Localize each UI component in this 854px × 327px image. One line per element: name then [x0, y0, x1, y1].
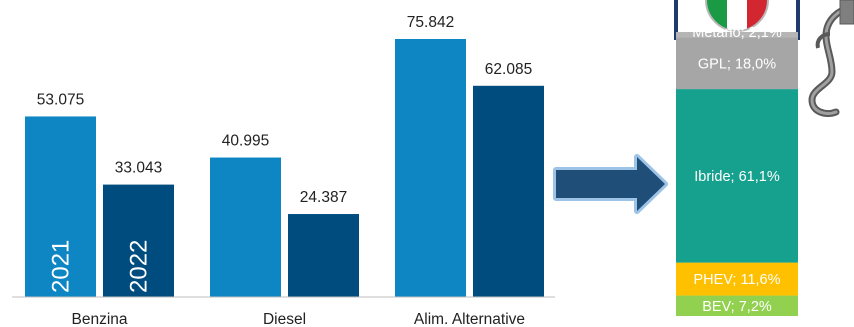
bar-2021-2 — [395, 39, 466, 297]
series-label-2022: 2022 — [126, 240, 153, 293]
segment-label-2: Ibride; 61,1% — [694, 169, 780, 185]
bar-2021-0 — [25, 116, 96, 298]
bar-chart: 53.075 33.043 Benzina 40.995 24.387 Diesel 75.… — [25, 14, 544, 327]
data-label-2021-1: 40.995 — [222, 133, 269, 150]
segment-2 — [676, 89, 798, 263]
category-label: Diesel — [263, 311, 306, 327]
segment-3 — [676, 37, 798, 90]
stacked-bar: BEV; 7,2% PHEV; 11,6% Ibride; 61,1% GPL; 18… — [676, 25, 798, 316]
arrow-right-icon — [553, 154, 668, 214]
data-label-2022-2: 62.085 — [485, 61, 532, 78]
segment-0 — [676, 295, 798, 316]
category-label: Alim. Alternative — [414, 311, 525, 327]
segment-label-3: GPL; 18,0% — [698, 57, 776, 73]
segment-1 — [676, 262, 798, 296]
bar-2022-0 — [103, 184, 174, 297]
data-label-2021-0: 53.075 — [37, 91, 84, 108]
bar-2022-2 — [473, 85, 544, 298]
data-label-2022-1: 24.387 — [300, 189, 347, 206]
bar-2022-1 — [288, 214, 359, 297]
data-label-2021-2: 75.842 — [407, 14, 454, 31]
segment-label-1: PHEV; 11,6% — [693, 272, 780, 288]
bar-2021-1 — [210, 157, 281, 297]
data-label-2022-0: 33.043 — [115, 160, 162, 177]
segment-4 — [676, 32, 798, 38]
segment-label-4: Metano; 2,1% — [692, 25, 782, 41]
fuel-nozzle-icon — [808, 0, 854, 117]
category-label: Benzina — [71, 311, 127, 327]
series-label-2021: 2021 — [48, 240, 75, 293]
segment-label-0: BEV; 7,2% — [702, 299, 772, 315]
